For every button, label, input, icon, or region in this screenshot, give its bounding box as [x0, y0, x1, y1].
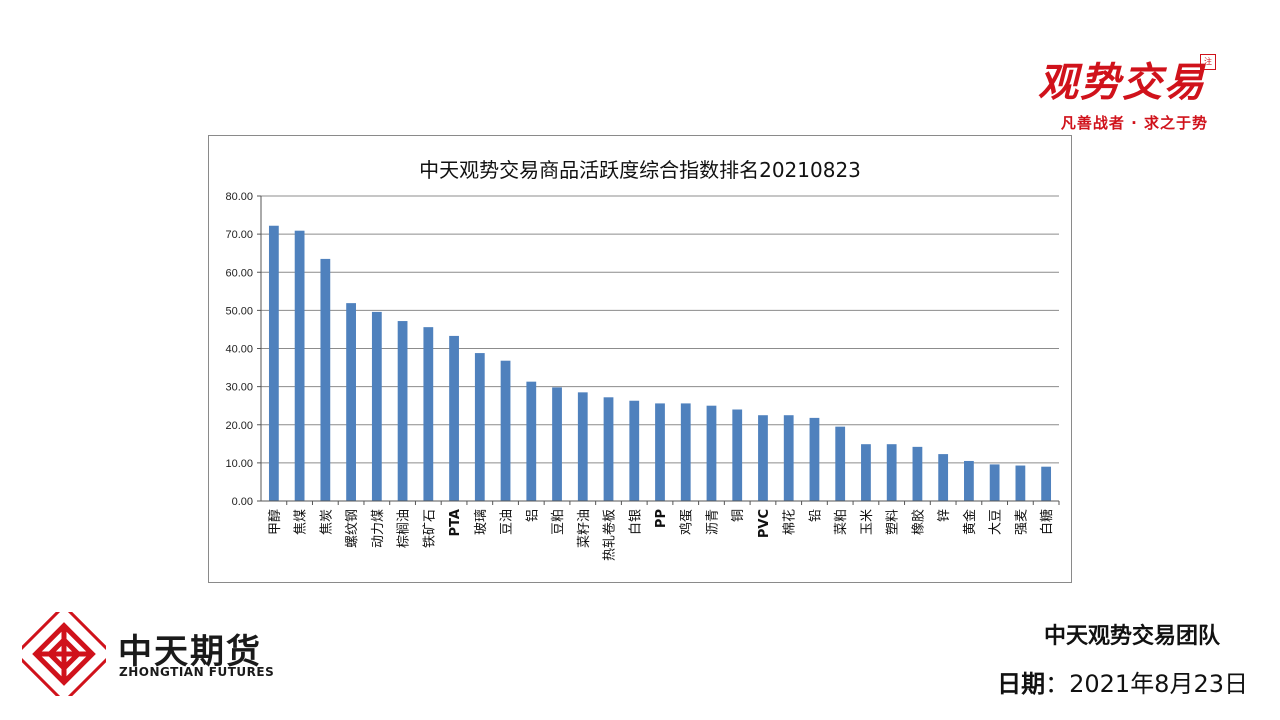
x-tick-label: 沥青: [705, 509, 720, 535]
x-tick-label: 锌: [937, 509, 952, 522]
y-tick-label: 50.00: [225, 305, 253, 317]
y-tick-label: 70.00: [225, 229, 253, 241]
bar: [835, 426, 846, 501]
x-tick-label: 螺纹钢: [345, 509, 360, 548]
x-tick-label: 棉花: [782, 509, 798, 535]
x-tick-label: 橡胶: [910, 509, 926, 535]
chart-frame: 中天观势交易商品活跃度综合指数排名20210823 0.00 10.00 20.00…: [208, 135, 1072, 583]
brand-logo: 观势交易 注 凡善战者 · 求之于势: [1038, 24, 1250, 132]
x-tick-label: 塑料: [886, 509, 901, 535]
x-tick-label: 甲醇: [267, 509, 283, 535]
bar: [552, 387, 562, 501]
x-tick-label: 焦煤: [294, 509, 309, 535]
x-tick-label: 动力煤: [371, 509, 386, 548]
bar: [989, 464, 1000, 501]
y-tick-label: 0.00: [232, 496, 253, 508]
bar: [809, 417, 820, 501]
bar: [1015, 465, 1026, 501]
bar: [861, 444, 871, 501]
bar: [449, 335, 459, 501]
x-tick-label: 铁矿石: [422, 509, 437, 548]
chart-title: 中天观势交易商品活跃度综合指数排名20210823: [419, 158, 861, 182]
bar: [629, 400, 640, 501]
x-tick-label: PTA: [448, 509, 463, 536]
bar: [938, 454, 949, 501]
date-line: 日期：2021年8月23日: [997, 664, 1248, 699]
y-tick-label: 40.00: [225, 344, 253, 356]
bar: [500, 360, 511, 501]
bar: [294, 230, 305, 501]
x-tick-label: 棕榈油: [397, 509, 412, 548]
x-tick-label: 焦炭: [319, 509, 334, 535]
y-tick-label: 60.00: [225, 267, 253, 279]
bar: [1041, 466, 1052, 501]
y-tick-label: 30.00: [225, 382, 253, 394]
date-label: 日期: [997, 670, 1046, 698]
x-tick-label: 强麦: [1014, 509, 1029, 535]
bar: [268, 225, 279, 502]
x-tick-label: 黄金: [962, 509, 978, 535]
date-value: 2021年8月23日: [1069, 670, 1248, 698]
x-tick-label: PP: [654, 509, 669, 528]
x-tick-label: 铜: [731, 509, 746, 522]
bar: [474, 353, 485, 501]
brand-slogan: 凡善战者 · 求之于势: [1060, 114, 1208, 132]
bar: [577, 392, 588, 501]
x-tick-label: 白银: [627, 509, 643, 535]
x-tick-label: 菜籽油: [577, 509, 592, 548]
bar: [886, 444, 897, 501]
x-tick-label: 豆粕: [551, 509, 566, 535]
bar: [732, 409, 743, 501]
x-tick-label: 鸡蛋: [679, 509, 695, 535]
bar: [655, 403, 665, 501]
x-tick-label: 铝: [525, 509, 540, 522]
company-logo-mark-icon: [22, 612, 106, 696]
x-tick-label: 菜粕: [834, 509, 849, 535]
x-tick-label: 铅: [808, 509, 823, 522]
y-tick-label: 10.00: [225, 458, 253, 470]
bar: [912, 446, 923, 501]
company-name-en: ZHONGTIAN FUTURES: [119, 665, 275, 679]
bar-chart: 0.00 10.00 20.00 30.00 40.00 50.00 60.00 70.00 8…: [225, 191, 1060, 561]
bar: [423, 327, 434, 501]
bar: [320, 258, 331, 501]
team-name: 中天观势交易团队: [1043, 624, 1220, 649]
x-tick-label: 热轧卷板: [602, 509, 618, 561]
x-tick-label: 豆油: [500, 509, 515, 535]
x-tick-label: 白糖: [1039, 509, 1055, 535]
x-tick-label: PVC: [757, 509, 772, 538]
bar: [783, 415, 794, 501]
bar: [706, 405, 717, 501]
brand-name: 观势交易: [1038, 59, 1206, 106]
bar: [371, 311, 382, 501]
x-tick-label: 玉米: [860, 509, 875, 535]
bar: [758, 415, 768, 501]
bar: [603, 397, 614, 501]
x-tick-label: 玻璃: [474, 509, 489, 535]
company-name-cn: 中天期货: [118, 632, 262, 672]
bar: [964, 460, 974, 501]
bar: [680, 403, 691, 501]
x-tick-label: 大豆: [989, 509, 1004, 535]
y-tick-label: 80.00: [225, 191, 253, 203]
y-tick-label: 20.00: [225, 420, 253, 432]
company-logo: 中天期货 ZHONGTIAN FUTURES: [22, 610, 275, 700]
bar: [397, 321, 408, 501]
date-separator: ：: [1045, 670, 1070, 698]
brand-stamp: 注: [1200, 54, 1216, 70]
bar: [526, 381, 537, 501]
bar: [346, 303, 356, 501]
